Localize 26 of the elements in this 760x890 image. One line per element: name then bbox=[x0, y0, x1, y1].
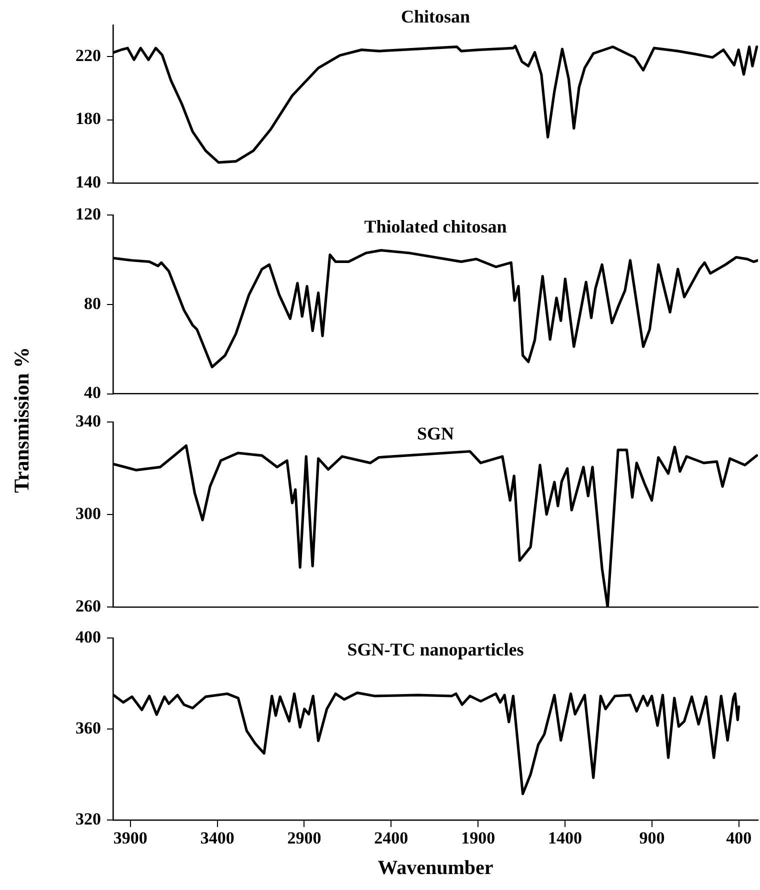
y-tick-label: 80 bbox=[84, 294, 101, 313]
x-tick-label: 1400 bbox=[548, 828, 582, 848]
y-tick-label: 40 bbox=[84, 383, 101, 402]
x-tick-label: 2400 bbox=[374, 828, 408, 848]
y-tick-label: 340 bbox=[76, 411, 101, 430]
y-tick-label: 140 bbox=[76, 172, 101, 192]
chart-title: SGN bbox=[416, 424, 454, 444]
chart-title: SGN-TC nanoparticles bbox=[347, 640, 524, 660]
x-tick-label: 900 bbox=[639, 828, 665, 848]
x-tick-label: 2900 bbox=[287, 828, 322, 848]
y-tick-label: 260 bbox=[76, 596, 101, 616]
y-axis-title: Transmission % bbox=[10, 346, 34, 494]
y-tick-label: 220 bbox=[76, 46, 101, 65]
chart-title: Chitosan bbox=[400, 6, 470, 27]
chart-title: Thiolated chitosan bbox=[364, 216, 507, 237]
y-tick-label: 320 bbox=[76, 809, 101, 828]
x-tick-label: 3400 bbox=[200, 828, 234, 848]
x-tick-label: 400 bbox=[726, 828, 752, 848]
y-tick-label: 180 bbox=[76, 109, 101, 128]
x-tick-label: 1900 bbox=[461, 828, 496, 848]
x-axis-title: Wavenumber bbox=[378, 857, 494, 880]
x-tick-label: 3900 bbox=[113, 828, 148, 848]
y-tick-label: 120 bbox=[76, 204, 101, 224]
y-tick-label: 300 bbox=[76, 504, 101, 523]
y-tick-label: 360 bbox=[76, 718, 101, 738]
y-tick-label: 400 bbox=[76, 627, 101, 646]
